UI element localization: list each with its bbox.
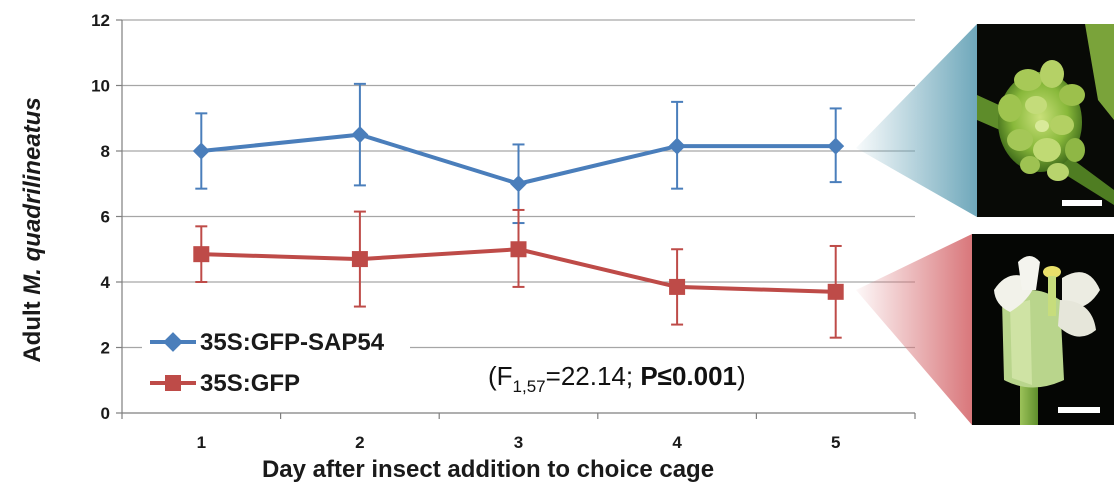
legend-label-gfp: 35S:GFP [200, 370, 300, 397]
scale-bar-sap54 [1062, 200, 1102, 206]
legend-item-gfp: 35S:GFP [150, 370, 300, 397]
blue-connector-wedge [856, 24, 977, 217]
series-markers [192, 126, 845, 300]
statistics-annotation: (F1,57=22.14; P≤0.001) [488, 361, 746, 396]
axes [116, 19, 916, 419]
data-point-sap54-3 [510, 175, 527, 193]
stat-middle: =22.14; [546, 361, 641, 391]
y-tick-label-6: 6 [101, 208, 110, 227]
x-tick-label-5: 5 [831, 433, 840, 452]
data-point-sap54-5 [827, 137, 845, 155]
y-tick-label-4: 4 [101, 273, 111, 292]
y-axis-title-species: M. quadrilineatus [19, 97, 46, 294]
data-point-gfp-4 [669, 278, 686, 295]
stat-open: (F [488, 361, 513, 391]
y-tick-label-0: 0 [101, 404, 110, 423]
y-tick-label-12: 12 [91, 11, 110, 30]
green-leafy-flower-cluster-icon [977, 24, 1114, 205]
legend-marker-gfp [165, 375, 181, 391]
x-tick-label-3: 3 [514, 433, 523, 452]
error-bars [195, 82, 842, 339]
legend: 35S:GFP-SAP54 35S:GFP [142, 320, 410, 412]
x-axis-title: Day after insect addition to choice cage [262, 456, 714, 483]
x-tick-label-1: 1 [197, 433, 206, 452]
flower-photo-gfp [972, 234, 1114, 425]
white-petal-flower-icon [994, 256, 1100, 425]
data-point-gfp-5 [827, 283, 844, 300]
data-point-sap54-2 [351, 126, 369, 144]
stat-subscript: 1,57 [513, 377, 546, 396]
legend-background [142, 320, 410, 412]
x-tick-labels: 1 2 3 4 5 [197, 433, 841, 452]
legend-item-sap54: 35S:GFP-SAP54 [150, 329, 385, 356]
data-point-gfp-3 [510, 241, 527, 258]
legend-marker-sap54 [163, 332, 183, 352]
y-tick-label-8: 8 [101, 142, 110, 161]
stat-p-value: P≤0.001 [640, 361, 737, 391]
red-connector-wedge [856, 234, 972, 425]
x-tick-label-2: 2 [355, 433, 364, 452]
y-tick-label-10: 10 [91, 77, 110, 96]
data-point-gfp-2 [351, 251, 368, 268]
y-tick-label-2: 2 [101, 339, 110, 358]
scale-bar-gfp [1058, 407, 1100, 413]
flower-photo-sap54 [977, 24, 1114, 217]
stat-close: ) [737, 361, 746, 391]
y-axis-title: Adult M. quadrilineatus [19, 97, 46, 362]
y-axis-title-prefix: Adult [19, 295, 46, 363]
legend-label-sap54: 35S:GFP-SAP54 [200, 329, 385, 356]
y-tick-labels: 0 2 4 6 8 10 12 [91, 11, 110, 423]
data-point-sap54-4 [668, 137, 686, 155]
data-point-gfp-1 [193, 246, 210, 263]
data-point-sap54-1 [192, 142, 210, 160]
x-tick-label-4: 4 [672, 433, 682, 452]
